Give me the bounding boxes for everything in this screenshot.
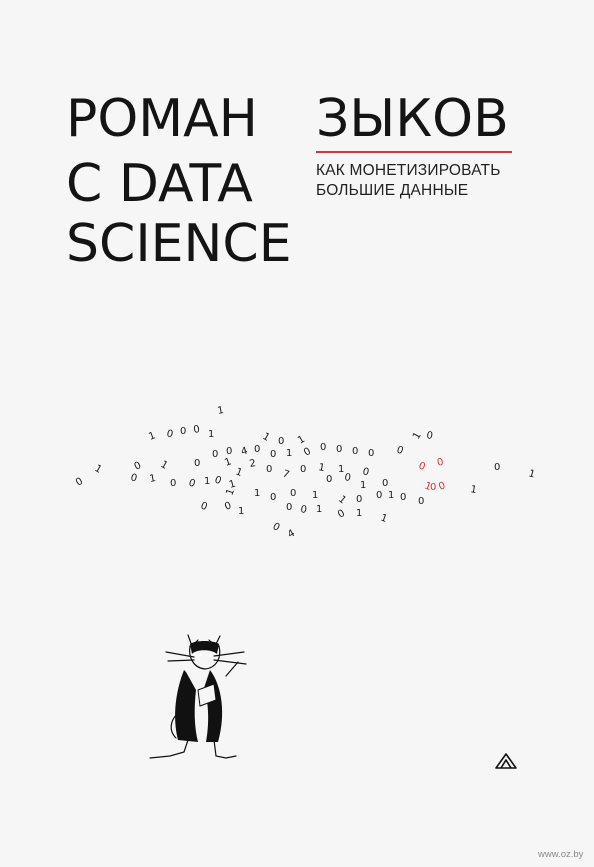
svg-text:0: 0 xyxy=(270,492,276,503)
svg-text:1: 1 xyxy=(296,434,307,447)
svg-text:1: 1 xyxy=(93,463,104,476)
svg-text:0: 0 xyxy=(193,424,201,436)
svg-text:0: 0 xyxy=(170,478,176,489)
watermark: www.oz.by xyxy=(538,849,584,860)
svg-text:0: 0 xyxy=(395,444,405,457)
svg-text:1: 1 xyxy=(360,480,366,491)
svg-text:0: 0 xyxy=(368,448,374,459)
svg-text:0: 0 xyxy=(165,428,174,440)
svg-text:0: 0 xyxy=(129,472,138,484)
svg-text:1: 1 xyxy=(336,494,348,507)
title-line-2: SCIENCE xyxy=(66,214,292,274)
svg-text:0: 0 xyxy=(320,442,326,453)
accent-rule xyxy=(316,151,512,153)
svg-text:1: 1 xyxy=(527,468,536,480)
svg-text:0: 0 xyxy=(270,449,276,460)
svg-text:1: 1 xyxy=(338,464,344,475)
svg-text:0: 0 xyxy=(299,504,307,516)
subtitle-line-2: БОЛЬШИЕ ДАННЫЕ xyxy=(316,182,469,199)
svg-text:0: 0 xyxy=(290,488,296,499)
svg-text:0: 0 xyxy=(286,502,292,513)
svg-text:0: 0 xyxy=(400,492,406,503)
svg-text:1: 1 xyxy=(217,405,225,417)
svg-text:0: 0 xyxy=(74,476,85,489)
title-line-1: С DATA xyxy=(66,154,253,214)
svg-text:0: 0 xyxy=(300,464,306,475)
svg-text:0: 0 xyxy=(133,460,143,473)
svg-text:0: 0 xyxy=(336,508,347,521)
svg-text:0: 0 xyxy=(343,472,351,484)
svg-text:0: 0 xyxy=(213,474,223,487)
svg-text:0: 0 xyxy=(425,430,433,442)
svg-text:1: 1 xyxy=(254,488,260,499)
svg-text:1: 1 xyxy=(159,459,170,472)
svg-text:1: 1 xyxy=(234,466,244,479)
svg-text:1: 1 xyxy=(228,479,237,491)
svg-text:0: 0 xyxy=(266,464,272,475)
svg-text:0: 0 xyxy=(494,462,500,473)
svg-text:1: 1 xyxy=(411,430,424,441)
author-first-name: РОМАН xyxy=(66,89,258,149)
svg-text:1: 1 xyxy=(388,490,394,501)
svg-text:1: 1 xyxy=(149,473,157,485)
svg-text:0: 0 xyxy=(352,446,358,457)
svg-text:0: 0 xyxy=(417,460,427,473)
svg-text:1: 1 xyxy=(316,504,322,515)
author-last-name: ЗЫКОВ xyxy=(316,89,509,149)
svg-text:7: 7 xyxy=(281,468,291,481)
svg-text:0: 0 xyxy=(278,436,284,447)
svg-text:0: 0 xyxy=(326,474,332,485)
svg-text:0: 0 xyxy=(223,500,233,513)
piter-logo-icon xyxy=(495,753,517,769)
svg-text:1: 1 xyxy=(147,430,157,443)
svg-text:1: 1 xyxy=(208,429,214,440)
svg-text:0: 0 xyxy=(254,444,260,455)
svg-text:0: 0 xyxy=(436,457,445,469)
red-digits: 0 0 1 0 0 xyxy=(417,457,447,493)
svg-text:4: 4 xyxy=(286,528,297,541)
svg-text:1: 1 xyxy=(379,512,389,525)
svg-text:1: 1 xyxy=(312,490,318,501)
subtitle-line-1: КАК МОНЕТИЗИРОВАТЬ xyxy=(316,162,501,179)
svg-text:2: 2 xyxy=(249,458,257,470)
svg-text:0: 0 xyxy=(226,446,232,457)
svg-text:1: 1 xyxy=(224,487,237,497)
svg-text:0: 0 xyxy=(376,490,382,501)
svg-text:0: 0 xyxy=(336,444,342,455)
svg-text:0: 0 xyxy=(418,496,424,507)
svg-text:0: 0 xyxy=(199,500,209,513)
svg-text:1: 1 xyxy=(223,456,233,469)
svg-text:1: 1 xyxy=(286,448,292,459)
svg-text:0: 0 xyxy=(180,426,186,437)
svg-text:1: 1 xyxy=(469,484,477,496)
svg-text:0: 0 xyxy=(356,494,362,505)
svg-text:0: 0 xyxy=(361,466,370,478)
svg-text:0: 0 xyxy=(382,478,388,489)
svg-text:1: 1 xyxy=(317,462,325,474)
svg-text:0: 0 xyxy=(437,480,447,493)
svg-text:0: 0 xyxy=(430,482,436,493)
svg-text:1: 1 xyxy=(261,431,272,444)
svg-text:1: 1 xyxy=(423,480,433,493)
svg-text:0: 0 xyxy=(187,477,197,490)
svg-text:1: 1 xyxy=(356,508,362,519)
svg-text:0: 0 xyxy=(194,458,200,469)
svg-text:0: 0 xyxy=(271,521,282,534)
svg-text:1: 1 xyxy=(238,506,244,517)
svg-text:0: 0 xyxy=(302,446,313,459)
svg-text:4: 4 xyxy=(240,446,249,458)
svg-text:1: 1 xyxy=(204,476,210,487)
svg-text:0: 0 xyxy=(212,449,218,460)
